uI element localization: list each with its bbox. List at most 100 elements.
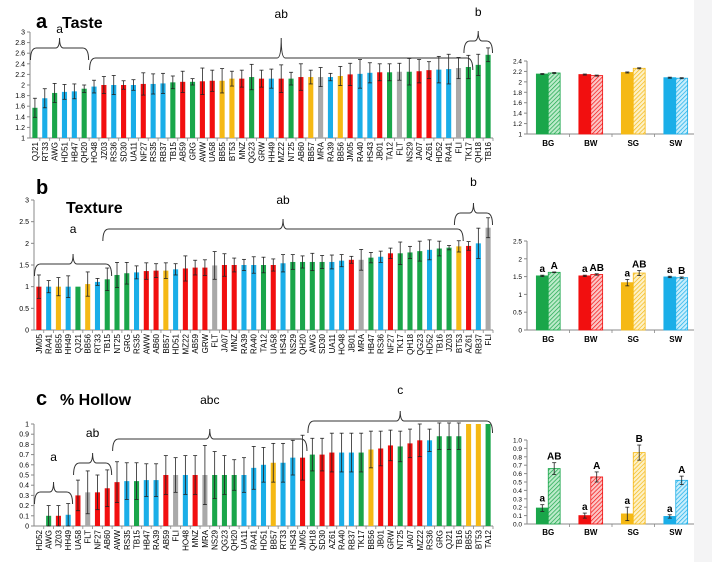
hollow-groups-significance-letter: AB <box>547 452 561 463</box>
texture-cultivars-bar <box>75 286 81 330</box>
hollow-cultivars-bar <box>231 475 237 526</box>
texture-cultivars-y-tick-label: 2.5 <box>19 219 29 226</box>
taste-cultivars-bar <box>209 80 215 138</box>
hollow-cultivars-bar <box>270 462 276 526</box>
taste-cultivars-x-tick-label: QH18 <box>474 141 483 162</box>
taste-cultivars-bar <box>249 77 255 138</box>
texture-cultivars-bar <box>300 261 306 330</box>
hollow-cultivars-x-tick-label: AB60 <box>103 529 112 549</box>
hollow-groups-bar-hatched <box>632 452 646 525</box>
taste-cultivars-x-tick-label: HH49 <box>267 141 276 162</box>
texture-cultivars-x-tick-label: RA39 <box>240 333 249 354</box>
hollow-cultivars-x-tick-label: HS43 <box>289 529 298 550</box>
texture-cultivars-x-tick-label: RT33 <box>93 333 102 353</box>
texture-cultivars-bracket <box>102 218 464 242</box>
hollow-cultivars-bar <box>260 464 267 526</box>
taste-cultivars-bracket <box>29 37 90 61</box>
texture-cultivars-x-tick-label: JB01 <box>347 333 356 352</box>
texture-cultivars-bar <box>163 270 169 330</box>
texture-cultivars-x-tick-label: NS29 <box>289 333 298 354</box>
hollow-cultivars-x-tick-label: HH49 <box>64 529 73 550</box>
texture-cultivars-bar <box>417 251 423 330</box>
texture-cultivars-x-tick-label: HD51 <box>172 333 181 354</box>
taste-cultivars-x-tick-label: FLI <box>455 142 464 154</box>
taste-cultivars-x-tick-label: HB47 <box>70 141 79 162</box>
taste-cultivars-bar <box>327 77 334 138</box>
hollow-cultivars-bar <box>241 475 247 526</box>
taste-cultivars-x-tick-label: JA07 <box>415 141 424 160</box>
hollow-groups-y-tick-label: 0.6 <box>513 471 522 478</box>
texture-cultivars-bar <box>251 265 257 330</box>
texture-cultivars-x-tick-label: MNZ <box>230 334 239 351</box>
texture-cultivars-x-tick-label: JM05 <box>35 333 44 353</box>
taste-cultivars-bar <box>42 98 48 138</box>
taste-cultivars-bar <box>32 107 38 138</box>
texture-cultivars-x-tick-label: HB47 <box>367 333 376 354</box>
panel-a-title: Taste <box>62 15 103 32</box>
taste-cultivars-x-tick-label: QH20 <box>80 141 89 162</box>
taste-cultivars-x-tick-label: NT25 <box>287 141 296 161</box>
hollow-cultivars-x-tick-label: RS36 <box>426 529 435 550</box>
hollow-cultivars-bar <box>446 436 452 526</box>
taste-cultivars-x-tick-label: MZ22 <box>277 141 286 162</box>
hollow-cultivars-x-tick-label: HD51 <box>260 529 269 550</box>
taste-cultivars-bar <box>229 78 235 138</box>
hollow-cultivars-x-tick-label: FLT <box>84 530 93 544</box>
taste-cultivars-bar <box>199 81 205 138</box>
taste-groups-x-tick-label: SW <box>669 139 682 148</box>
texture-cultivars-x-tick-label: FLT <box>211 334 220 348</box>
hollow-cultivars-x-tick-label: RS35 <box>123 529 132 550</box>
texture-cultivars-bracket <box>453 202 494 226</box>
texture-cultivars-bar <box>466 245 472 330</box>
hollow-cultivars-bar <box>153 480 159 526</box>
texture-groups-bar-hatched <box>590 274 604 331</box>
hollow-cultivars-bar <box>397 446 403 526</box>
texture-cultivars-bar <box>153 270 159 330</box>
hollow-cultivars-y-tick-label: 0 <box>25 524 29 531</box>
taste-cultivars-bar <box>426 70 432 138</box>
texture-cultivars-bracket-label: ab <box>276 193 290 207</box>
taste-cultivars-x-tick-label: GRW <box>258 142 267 162</box>
hollow-cultivars-x-tick-label: AZ61 <box>328 529 337 549</box>
taste-cultivars-bar <box>377 72 383 138</box>
texture-groups-significance-letter: a <box>582 264 588 275</box>
hollow-cultivars-bar <box>339 452 345 526</box>
hollow-cultivars-x-tick-label: RA40 <box>338 529 347 550</box>
taste-cultivars-bar <box>387 72 393 138</box>
taste-groups-x-tick-label: BG <box>542 139 554 148</box>
texture-cultivars-bar <box>378 256 384 330</box>
hollow-cultivars-y-tick-label: 0.2 <box>19 503 29 510</box>
taste-cultivars-x-tick-label: FLT <box>395 142 404 156</box>
texture-cultivars-x-tick-label: AWG <box>308 334 317 353</box>
hollow-cultivars-bar <box>300 457 306 526</box>
texture-groups-significance-letter: a <box>625 268 631 279</box>
texture-cultivars-x-tick-label: QH20 <box>299 333 308 354</box>
taste-cultivars-y-tick-label: 1.2 <box>15 125 25 132</box>
taste-groups-bar-solid <box>578 74 592 135</box>
texture-cultivars-bar <box>173 269 179 330</box>
taste-cultivars-bar <box>298 77 304 138</box>
hollow-cultivars-y-tick-label: 0.4 <box>19 483 29 490</box>
texture-cultivars-x-tick-label: JA07 <box>220 333 229 352</box>
texture-groups-bar-hatched <box>547 271 561 331</box>
texture-cultivars-bar <box>446 247 452 330</box>
taste-cultivars-bracket <box>89 37 474 71</box>
hollow-cultivars-bar <box>378 448 384 526</box>
hollow-groups-y-tick-label: 0.0 <box>513 522 522 529</box>
texture-cultivars-x-tick-label: AZ61 <box>465 333 474 353</box>
texture-cultivars-x-tick-label: TK17 <box>396 333 405 353</box>
taste-groups-y-tick-label: 1 <box>518 132 522 139</box>
texture-cultivars-x-tick-label: GRG <box>123 334 132 352</box>
hollow-groups-y-tick-label: 0.8 <box>513 454 522 461</box>
texture-cultivars-bar <box>94 281 101 330</box>
texture-groups-bar-solid <box>663 276 677 331</box>
hollow-cultivars-x-tick-label: QH20 <box>230 529 239 550</box>
hollow-cultivars-x-tick-label: AWW <box>113 530 122 551</box>
taste-groups-y-tick-label: 2.2 <box>513 69 522 76</box>
taste-cultivars-x-tick-label: HO48 <box>90 141 99 162</box>
texture-cultivars-bar <box>85 284 91 330</box>
texture-groups-significance-letter: a <box>540 264 546 275</box>
taste-cultivars-bar <box>219 80 225 138</box>
hollow-cultivars-bar <box>368 449 374 526</box>
texture-cultivars-x-tick-label: RB37 <box>474 333 483 354</box>
